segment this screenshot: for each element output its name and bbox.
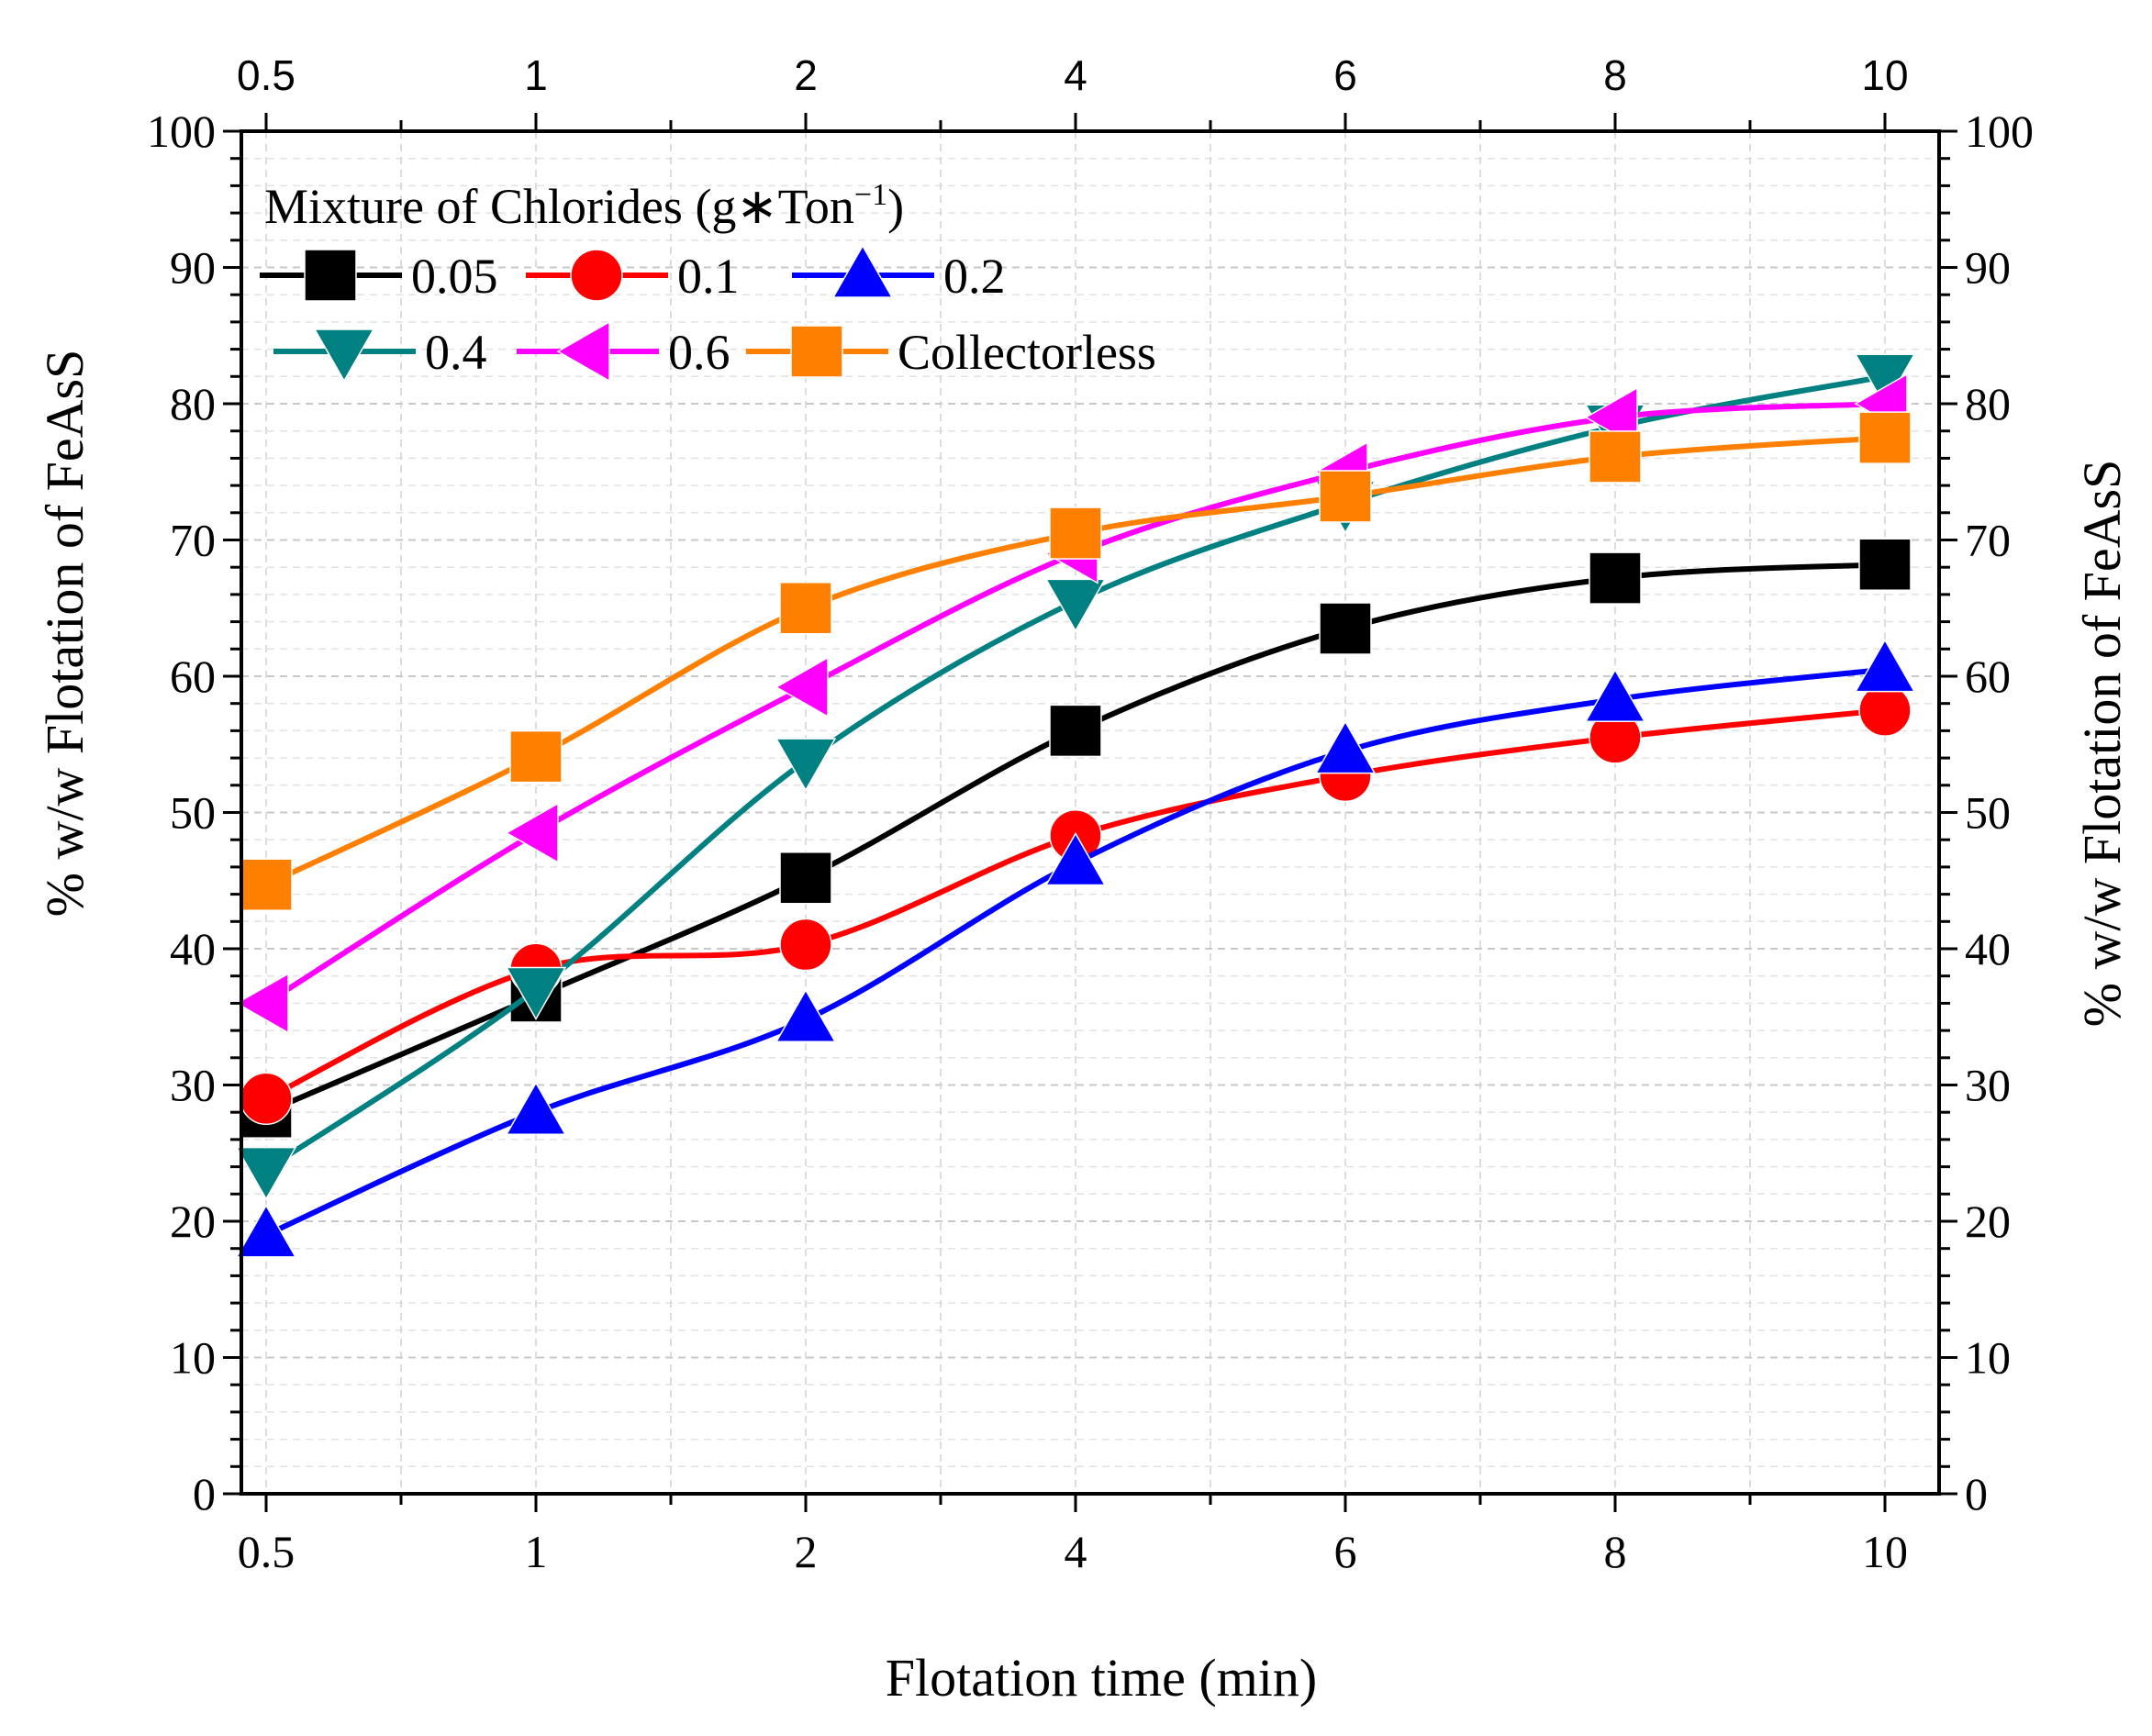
legend-marker [570,249,623,302]
legend-title-end: ) [887,179,904,234]
x-tick-label-bottom: 4 [1065,1526,1087,1577]
data-point [509,729,563,784]
legend-marker [790,325,843,378]
legend-marker [831,244,894,298]
y-tick-label-left: 50 [170,787,216,839]
legend-title-sup: −1 [854,178,887,212]
y-tick-label-right: 100 [1965,106,2034,157]
data-point [1319,470,1372,523]
x-tick-label-bottom: 10 [1862,1526,1908,1577]
x-tick-label-top: 6 [1333,51,1357,99]
data-point [240,858,293,911]
x-tick-label-bottom: 8 [1604,1526,1627,1577]
data-point [235,1146,297,1201]
data-point [505,802,559,864]
legend-title-main: Mixture of Chlorides (g∗Ton [264,179,854,234]
series-0-2 [235,639,1916,1258]
x-tick-label-bottom: 2 [795,1526,818,1577]
data-point [1044,578,1107,632]
data-point [1858,684,1912,737]
series-collectorless [240,411,1912,911]
y-tick-label-right: 20 [1965,1196,2011,1247]
y-tick-label-right: 60 [1965,651,2011,702]
data-point [1319,602,1372,655]
data-point [779,918,832,972]
legend-label: 0.2 [943,249,1006,304]
data-point [779,851,832,905]
y-tick-label-left: 60 [170,651,216,702]
data-point [1858,538,1912,591]
data-point [505,1081,567,1135]
y-tick-label-right: 10 [1965,1332,2011,1384]
legend-entry: 0.05 [260,249,498,304]
data-point [240,1072,293,1126]
data-point [235,973,289,1034]
data-point [1049,506,1102,560]
legend-label: 0.4 [425,325,487,380]
data-point [1049,704,1102,758]
x-tick-label-bottom: 0.5 [238,1526,295,1577]
legend-marker [304,249,357,302]
legend-entry: Collectorless [746,325,1156,380]
y-tick-label-left: 0 [193,1468,216,1519]
y-tick-label-left: 40 [170,923,216,974]
legend-entry: 0.4 [273,325,487,383]
legend-marker [313,328,375,383]
y-axis-title-left: % w/w Flotation of FeAsS [35,350,95,918]
x-tick-label-top: 1 [524,51,548,99]
x-axis-title: Flotation time (min) [886,1648,1317,1708]
y-tick-label-right: 70 [1965,515,2011,566]
y-tick-label-right: 90 [1965,242,2011,294]
x-tick-label-top: 10 [1861,51,1908,99]
legend-entry: 0.1 [526,249,740,304]
x-tick-label-top: 0.5 [237,51,295,99]
legend-label: 0.6 [668,325,730,380]
data-point [505,966,567,1021]
y-tick-label-left: 30 [170,1060,216,1111]
data-point [1858,411,1912,464]
y-tick-label-left: 70 [170,515,216,566]
x-tick-label-bottom: 6 [1334,1526,1357,1577]
y-tick-label-right: 30 [1965,1060,2011,1111]
data-point [775,988,837,1042]
y-axis-title-right: % w/w Flotation of FeAsS [2072,460,2132,1028]
y-tick-label-right: 0 [1965,1468,1988,1519]
data-point [1589,430,1642,484]
legend-label: Collectorless [898,325,1156,380]
y-tick-label-left: 20 [170,1196,216,1247]
y-tick-label-right: 50 [1965,787,2011,839]
legend-label: 0.05 [411,249,498,304]
y-tick-label-left: 100 [147,106,216,157]
legend-entry: 0.6 [517,320,730,383]
x-tick-label-top: 8 [1603,51,1627,99]
data-point [779,582,832,635]
y-tick-label-left: 10 [170,1332,216,1384]
legend-marker [556,320,610,383]
y-tick-label-right: 80 [1965,378,2011,429]
y-tick-label-left: 80 [170,378,216,429]
series-layer [235,353,1916,1258]
y-tick-label-right: 40 [1965,923,2011,974]
data-point [1854,639,1916,693]
data-point [235,1204,297,1258]
y-tick-label-left: 90 [170,242,216,294]
data-point [775,656,829,718]
legend-entry: 0.2 [792,244,1006,304]
axes [223,113,1957,1512]
legend-label: 0.1 [677,249,740,304]
legend: Mixture of Chlorides (g∗Ton−1) 0.05 0.1 0.… [260,178,1156,383]
legend-entries: 0.05 0.1 0.2 0.4 0.6 Collectorless [260,244,1156,383]
data-point [1314,720,1377,774]
x-tick-label-top: 4 [1064,51,1087,99]
x-tick-label-top: 2 [794,51,818,99]
data-point [1589,551,1642,605]
data-point [1044,831,1107,886]
data-point [775,738,837,792]
data-point [1584,668,1646,722]
x-tick-label-bottom: 1 [525,1526,548,1577]
legend-title: Mixture of Chlorides (g∗Ton−1) [264,178,904,234]
